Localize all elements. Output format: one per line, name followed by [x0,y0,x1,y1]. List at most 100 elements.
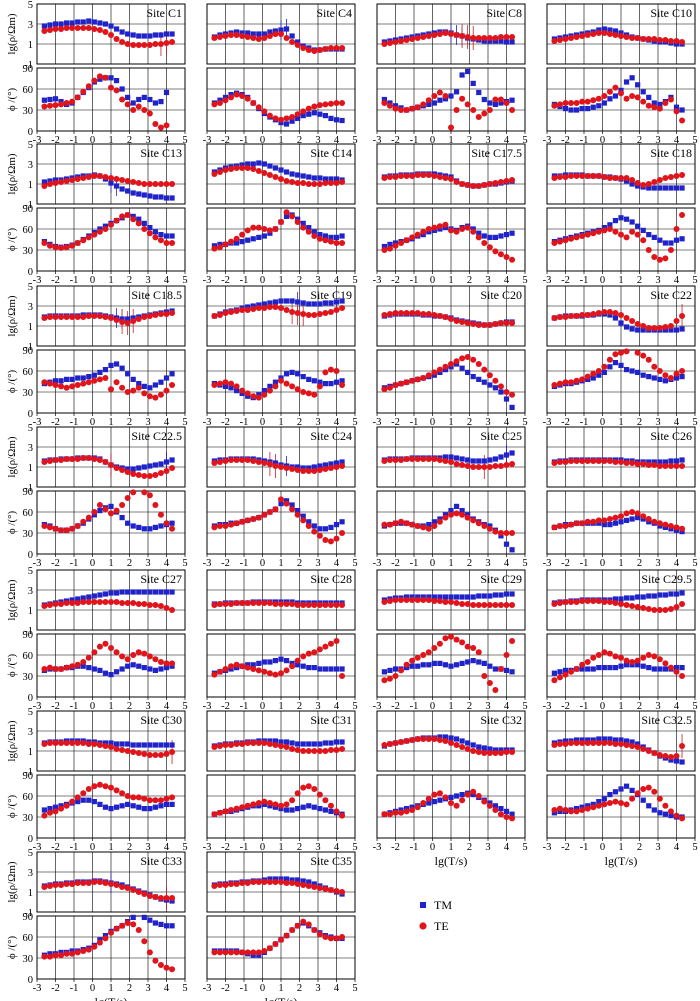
tm-rho-point [503,39,510,45]
tm-phase-point [662,811,668,817]
x-tick-label: 3 [145,275,150,286]
te-rho-point [442,599,449,605]
tm-phase-point [623,517,630,523]
te-rho-point [146,473,153,479]
x-tick-label: 3 [655,135,660,146]
tm-phase-point [300,220,306,226]
te-phase-point [420,524,427,531]
te-phase-point [475,649,482,656]
te-rho-point [300,602,307,608]
te-phase-point [595,228,602,235]
tm-rho-point [306,174,312,180]
te-rho-point [228,32,235,38]
te-phase-point [339,382,346,388]
te-phase-point [475,361,482,367]
tm-rho-point [459,456,465,462]
te-rho-point [475,602,482,608]
te-phase-point [425,97,432,104]
te-rho-point [300,311,307,317]
te-phase-point [222,666,229,672]
tm-rho-point [300,741,306,747]
te-rho-point [322,46,329,52]
te-rho-point [130,318,137,324]
tm-phase-point [562,106,569,112]
tm-phase-point [306,376,312,382]
tm-rho-point [306,741,312,747]
te-rho-point [667,323,674,329]
te-rho-point [392,39,399,45]
x-tick-label: 5 [352,135,357,146]
te-rho-point [464,182,471,188]
te-phase-point [568,521,575,528]
te-rho-point [244,457,251,463]
x-tick-label: -1 [580,275,589,286]
x-tick-label: -2 [221,135,230,146]
x-tick-label: 2 [297,417,302,428]
te-rho-point [679,743,686,749]
te-phase-point [146,492,153,499]
phase-tick-label: 0 [28,975,33,986]
tm-rho-point [339,459,345,465]
te-phase-point [96,781,103,788]
tm-rho-point [492,456,498,462]
tm-rho-point [448,594,454,600]
tm-rho-point [267,29,273,35]
te-rho-point [152,472,159,478]
te-phase-point [562,379,569,386]
tm-phase-point [311,665,317,671]
te-phase-point [509,256,516,263]
te-phase-point [579,98,586,105]
tm-phase-point [673,375,680,381]
te-rho-point [568,313,575,319]
tm-rho-point [169,589,175,595]
te-phase-point [152,394,159,401]
tm-phase-point [618,362,624,368]
te-rho-point [239,457,246,463]
tm-phase-point [147,666,153,672]
te-rho-point [305,883,312,889]
x-tick-label: -2 [51,842,60,853]
te-phase-point [414,804,421,811]
te-rho-point [398,739,405,745]
te-rho-point [640,461,647,467]
tm-rho-point [250,161,256,167]
tm-rho-point [147,193,153,199]
te-rho-point [409,737,416,743]
te-phase-point [146,393,153,400]
te-phase-point [130,489,137,496]
te-phase-point [333,935,340,942]
tm-phase-point [673,665,680,671]
te-phase-point [464,643,471,650]
te-phase-point [46,809,53,816]
te-phase-point [311,786,318,792]
rho-tick-label: 1 [28,180,33,191]
tm-rho-point [147,33,153,39]
te-phase-point [398,809,405,816]
te-rho-point [409,173,416,179]
tm-rho-point [311,175,317,181]
te-phase-point [503,389,510,395]
tm-phase-point [339,519,345,525]
tm-rho-point [629,181,635,187]
x-tick-label: -1 [240,983,249,994]
te-rho-point [250,35,257,41]
x-tick-label: 1 [108,135,113,146]
tm-phase-point [498,389,504,395]
x-tick-label: 2 [637,417,642,428]
tm-rho-point [158,742,164,748]
tm-phase-point [651,234,657,240]
site-title: Site C25 [480,429,522,443]
x-tick-label: -2 [391,701,400,712]
tm-phase-point [657,666,663,672]
te-rho-point [651,179,658,185]
te-phase-point [618,349,624,356]
te-phase-point [634,231,641,238]
tm-phase-point [300,804,306,810]
te-phase-point [573,808,580,815]
x-tick-label: 2 [297,275,302,286]
tm-phase-point [481,96,487,103]
x-tick-label: 1 [618,701,623,712]
te-rho-point [244,34,251,40]
x-tick-label: -3 [373,135,382,146]
